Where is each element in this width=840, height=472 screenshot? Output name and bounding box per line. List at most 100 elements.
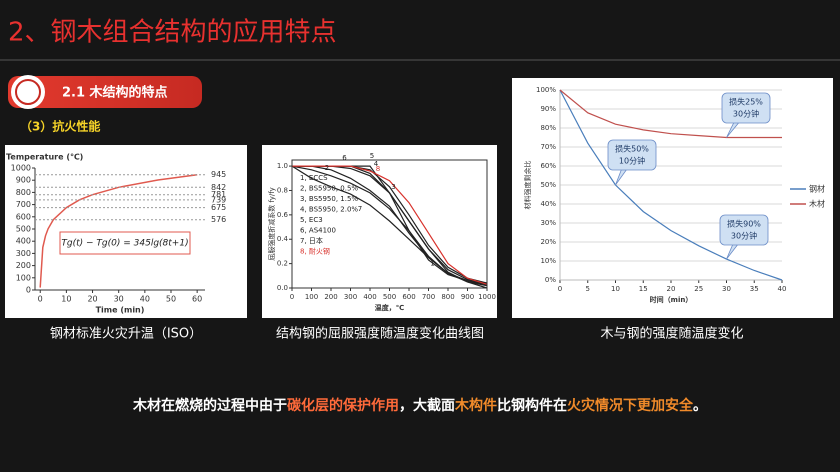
x-tick-label: 0 <box>38 295 43 304</box>
legend-label: 7, 日本 <box>300 236 323 245</box>
y-tick-label: 0.0 <box>277 284 288 292</box>
y-tick-label: 10% <box>540 257 556 265</box>
legend-label: 4, BS5950, 2.0% <box>300 206 358 214</box>
footer-text: 木材在燃烧的过程中由于碳化层的保护作用，大截面木构件比钢构件在火灾情况下更加安全… <box>132 397 707 414</box>
y-tick-label: 60% <box>540 162 556 170</box>
chart-caption: 钢材标准火灾升温（ISO） <box>50 326 202 342</box>
y-tick-label: 400 <box>16 237 31 246</box>
footer-segment: 。 <box>693 398 707 414</box>
curve-label: 2 <box>325 164 329 172</box>
x-tick-label: 100 <box>305 293 318 301</box>
x-tick-label: 600 <box>402 293 415 301</box>
y-axis-label: 材料强度剩余比 <box>523 161 532 210</box>
y-axis-label: 屈服强度折减系数 fy/fy <box>267 187 276 261</box>
x-tick-label: 0 <box>558 285 562 293</box>
x-tick-label: 5 <box>586 285 590 293</box>
y-tick-label: 90% <box>540 105 556 113</box>
reference-label: 675 <box>211 203 226 212</box>
callout-text: 30分钟 <box>731 231 757 241</box>
callout-box <box>721 92 771 124</box>
legend-label: 6, AS4100 <box>300 227 336 235</box>
y-tick-label: 100 <box>16 273 31 282</box>
x-tick-label: 300 <box>344 293 357 301</box>
y-tick-label: 30% <box>540 219 556 227</box>
x-tick-label: 700 <box>422 293 435 301</box>
formula-box <box>59 231 191 255</box>
curve-label: 8 <box>376 165 380 173</box>
formula: Tg(t) − Tg(0) = 345lg(8t+1) <box>61 239 188 249</box>
chart-caption: 木与钢的强度随温度变化 <box>600 326 743 342</box>
reference-label: 945 <box>211 170 226 179</box>
y-tick-label: 0.4 <box>277 235 289 243</box>
chart-caption: 结构钢的屈服强度随温度变化曲线图 <box>276 326 484 342</box>
legend-label: 木材 <box>809 199 825 209</box>
series-line <box>559 89 783 281</box>
curve-label: 3 <box>391 183 395 191</box>
series-line <box>559 89 782 139</box>
logo-ring <box>15 79 41 105</box>
slide-title: 2、钢木组合结构的应用特点 <box>8 18 337 48</box>
y-tick-label: 40% <box>540 200 556 208</box>
callout-text: 损失25% <box>729 97 763 107</box>
y-tick-label: 70% <box>540 143 556 151</box>
x-tick-label: 20 <box>667 285 676 293</box>
y-axis-label: Temperature (℃) <box>6 153 83 162</box>
y-tick-label: 500 <box>16 225 31 234</box>
y-tick-label: 1000 <box>11 164 31 173</box>
y-tick-label: 700 <box>16 200 31 209</box>
x-axis-label: 时间（min） <box>650 295 693 304</box>
x-tick-label: 25 <box>694 285 703 293</box>
footer-segment: ，大截面 <box>399 397 455 414</box>
legend-label: 3, BS5950, 1.5% <box>300 195 358 203</box>
chart-panel <box>262 145 497 318</box>
x-tick-label: 30 <box>114 295 124 304</box>
callout-text: 30分钟 <box>733 109 759 119</box>
y-tick-label: 50% <box>540 181 556 189</box>
reference-label: 842 <box>211 183 226 192</box>
x-tick-label: 40 <box>778 285 787 293</box>
y-tick-label: 0.8 <box>277 186 288 194</box>
footer-segment: 比钢构件在 <box>497 397 567 414</box>
x-axis-label: 温度，℃ <box>375 303 404 312</box>
legend-label: 1, ECCS <box>300 174 328 182</box>
curve-label: 7 <box>358 205 362 213</box>
y-tick-label: 1.0 <box>277 162 288 170</box>
subsection-label: （3）抗火性能 <box>20 119 100 134</box>
footer-segment: 碳化层的保护作用 <box>287 397 399 414</box>
y-tick-label: 600 <box>16 212 31 221</box>
x-tick-label: 20 <box>87 295 97 304</box>
chart-panel <box>512 78 833 318</box>
series-line <box>292 165 488 285</box>
plot-frame <box>291 159 488 289</box>
x-tick-label: 30 <box>722 285 731 293</box>
x-tick-label: 500 <box>383 293 396 301</box>
callout-box <box>719 214 769 246</box>
y-tick-label: 100% <box>536 86 556 94</box>
curve-label: 5 <box>370 152 374 160</box>
y-tick-label: 0% <box>545 276 556 284</box>
footer-segment: 木材在燃烧的过程中由于 <box>132 397 287 414</box>
x-tick-label: 60 <box>192 295 202 304</box>
x-tick-label: 50 <box>166 295 176 304</box>
x-tick-label: 15 <box>639 285 648 293</box>
reference-label: 781 <box>211 190 226 199</box>
series-line <box>39 173 198 288</box>
y-tick-label: 80% <box>540 124 556 132</box>
section-badge <box>8 76 202 108</box>
curve-label: 1 <box>430 260 434 268</box>
x-tick-label: 400 <box>363 293 376 301</box>
legend-label: 2, BS5950, 0.5% <box>300 185 358 193</box>
reference-label: 739 <box>211 195 226 204</box>
curve-label: 4 <box>374 160 379 168</box>
x-tick-label: 40 <box>140 295 150 304</box>
callout-text: 损失90% <box>727 219 761 229</box>
legend-label: 8, 耐火钢 <box>300 247 330 256</box>
y-tick-label: 0 <box>26 286 31 295</box>
reference-label: 576 <box>211 215 226 224</box>
legend-label: 钢材 <box>809 184 825 194</box>
x-tick-label: 200 <box>324 293 337 301</box>
y-tick-label: 200 <box>16 261 31 270</box>
x-tick-label: 900 <box>461 293 474 301</box>
x-tick-label: 800 <box>441 293 454 301</box>
